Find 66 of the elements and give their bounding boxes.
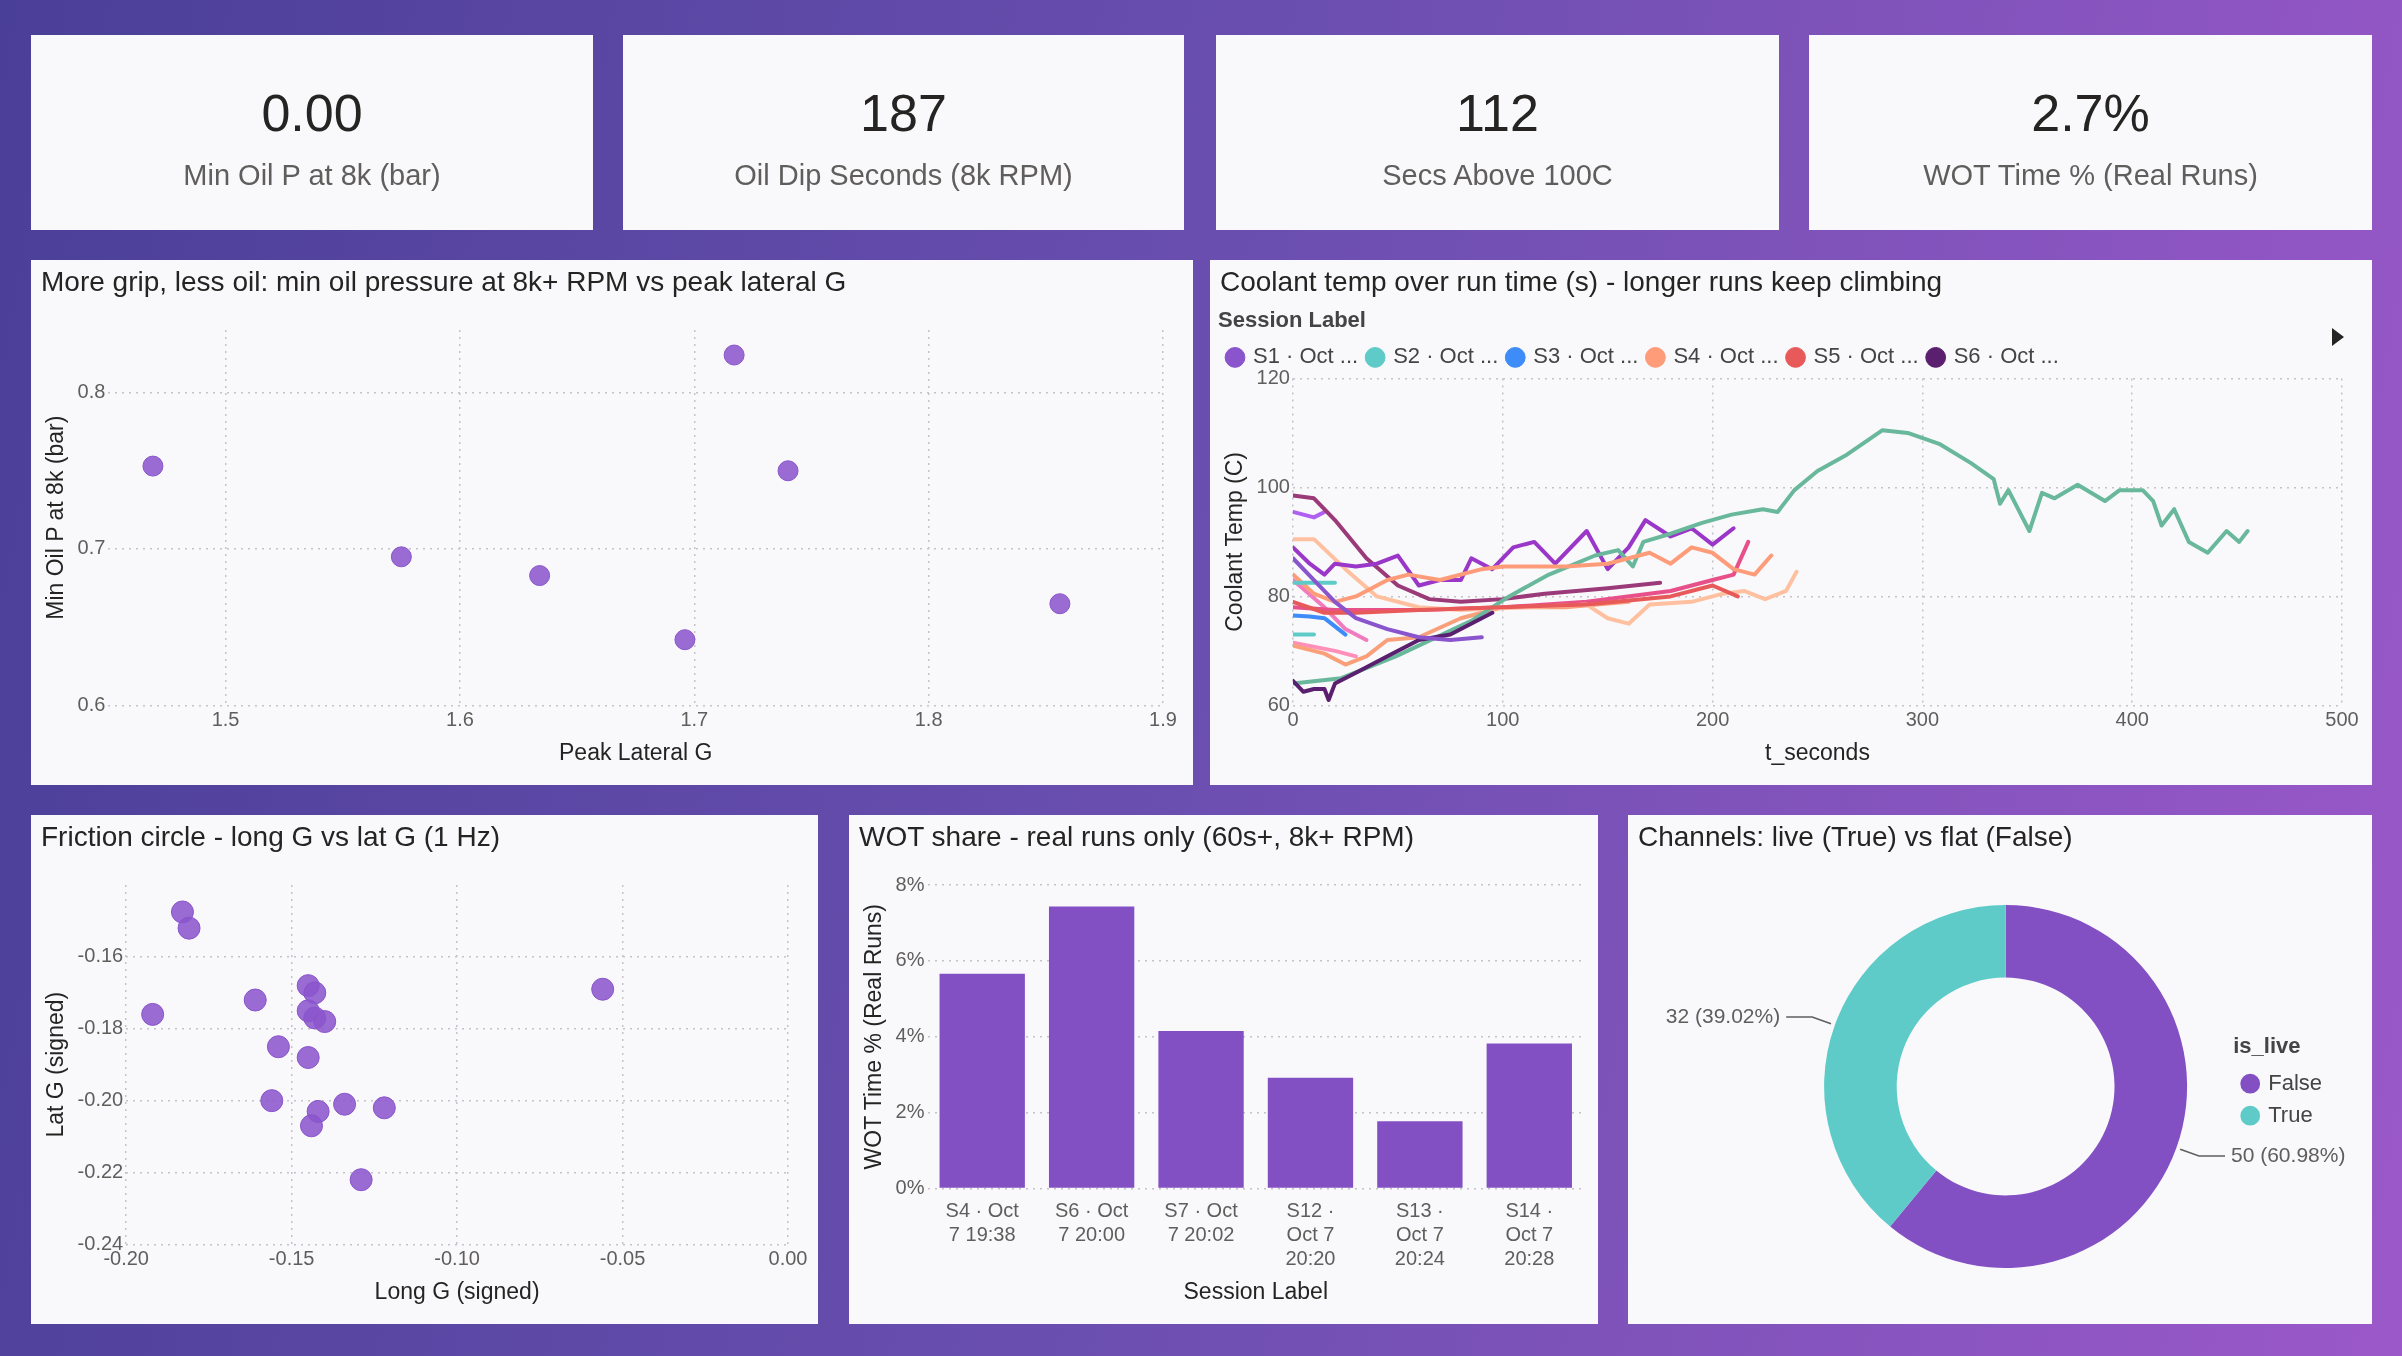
legend-label: True [2268, 1101, 2313, 1127]
x-tick-label: S7 · Oct 7 20:02 [1164, 1198, 1239, 1245]
text: Secs Above 100C [1381, 159, 1614, 192]
y-axis-title: WOT Time % (Real Runs) [860, 904, 887, 1170]
x-tick-label: 1.5 [211, 707, 240, 730]
y-tick-label: -0.22 [77, 1160, 124, 1183]
text: WOT Time % (Real Runs) [1922, 159, 2259, 192]
y-tick-label: 0% [895, 1175, 925, 1198]
x-tick-label: 100 [1486, 707, 1520, 730]
legend-label: S2 · Oct ... [1393, 343, 1499, 369]
x-tick-label: 1.9 [1149, 707, 1177, 730]
x-tick-label: 1.6 [446, 707, 474, 730]
y-tick-label: 0.8 [77, 380, 106, 403]
x-tick-label: 1.8 [914, 707, 943, 730]
x-tick-label: -0.15 [268, 1246, 315, 1269]
x-tick-label: 400 [2115, 707, 2149, 730]
chart-title: More grip, less oil: min oil pressure at 8k+ RPM vs peak lateral G [41, 266, 847, 298]
y-axis-title: Min Oil P at 8k (bar) [42, 415, 69, 620]
text: 2.7% [2030, 83, 2151, 143]
text: 187 [859, 83, 948, 143]
y-tick-label: 8% [895, 872, 925, 895]
text: 0.00 [260, 83, 364, 143]
y-tick-label: 100 [1256, 474, 1290, 497]
y-axis-title: Coolant Temp (C) [1221, 451, 1248, 632]
x-axis-title: Long G (signed) [374, 1277, 540, 1304]
data-label: 32 (39.02%) [1665, 1003, 1781, 1027]
text: Min Oil P at 8k (bar) [182, 159, 442, 192]
chart-title: WOT share - real runs only (60s+, 8k+ RPM) [859, 821, 1414, 853]
x-tick-label: S13 · Oct 7 20:24 [1394, 1198, 1445, 1269]
chart-title: Channels: live (True) vs flat (False) [1638, 821, 2073, 853]
x-tick-label: 0.00 [768, 1246, 808, 1269]
text: Oil Dip Seconds (8k RPM) [733, 159, 1074, 192]
x-tick-label: S4 · Oct 7 19:38 [945, 1198, 1020, 1245]
x-tick-label: 500 [2325, 707, 2359, 730]
y-tick-label: 0.7 [77, 536, 106, 559]
x-axis-title: t_seconds [1765, 738, 1870, 765]
data-label: 50 (60.98%) [2231, 1142, 2346, 1166]
y-tick-label: -0.16 [77, 944, 124, 967]
legend-label: S5 · Oct ... [1813, 343, 1919, 369]
x-axis-title: Peak Lateral G [558, 738, 713, 765]
legend-title: is_live [2233, 1033, 2301, 1059]
x-tick-label: 300 [1905, 707, 1940, 730]
x-tick-label: 200 [1695, 707, 1730, 730]
y-tick-label: -0.20 [77, 1088, 124, 1111]
x-tick-label: S6 · Oct 7 20:00 [1054, 1198, 1129, 1245]
x-axis-title: Session Label [1183, 1277, 1328, 1304]
x-tick-label: S14 · Oct 7 20:28 [1504, 1198, 1555, 1269]
y-tick-label: 6% [895, 948, 925, 971]
legend-title: Session Label [1218, 307, 1366, 333]
legend-label: S3 · Oct ... [1533, 343, 1639, 369]
y-tick-label: 2% [895, 1100, 925, 1123]
x-tick-label: S12 · Oct 7 20:20 [1285, 1198, 1336, 1269]
y-tick-label: 4% [895, 1024, 925, 1047]
legend-label: False [2268, 1069, 2322, 1095]
chart-title: Friction circle - long G vs lat G (1 Hz) [41, 821, 500, 853]
y-tick-label: 80 [1267, 583, 1290, 606]
x-tick-label: 1.7 [680, 707, 709, 730]
y-tick-label: 0.6 [77, 692, 106, 715]
legend-label: S4 · Oct ... [1673, 343, 1779, 369]
y-tick-label: -0.18 [77, 1016, 124, 1039]
y-axis-title: Lat G (signed) [42, 991, 69, 1138]
text: 112 [1455, 83, 1540, 143]
x-tick-label: -0.10 [434, 1246, 480, 1269]
legend-label: S6 · Oct ... [1953, 343, 2059, 369]
x-tick-label: -0.05 [599, 1246, 646, 1269]
chart-title: Coolant temp over run time (s) - longer runs keep climbing [1220, 266, 1943, 298]
